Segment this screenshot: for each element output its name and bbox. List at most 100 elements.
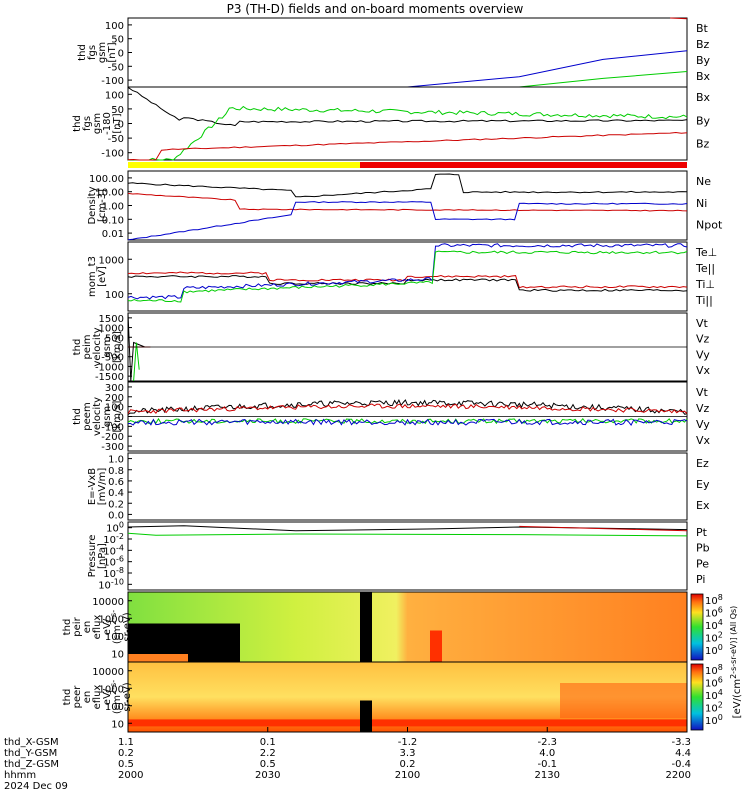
y-label-line: peim [82, 334, 93, 359]
y-tick-label: 0.2 [108, 499, 124, 510]
y-label-line: gsm [102, 336, 113, 357]
x-tick-label: 0.2 [400, 759, 416, 770]
x-tick-label: 2000 [118, 770, 143, 781]
x-tick-label: -3.3 [671, 737, 691, 748]
y-tick-label: 0.4 [108, 488, 124, 499]
legend-vx-label: Vx [696, 434, 711, 447]
y-tick-label: 100.00 [89, 174, 124, 185]
figure-title: P3 (TH-D) fields and on-board moments ov… [227, 2, 524, 16]
trace-ti-perp [127, 243, 688, 300]
trace-ni [127, 173, 688, 198]
x-row-label: thd_Y-GSM [4, 748, 57, 759]
spectrogram-electron-hot [560, 683, 687, 718]
x-tick-label: 0.5 [260, 759, 276, 770]
y-label-line: [km/s] [112, 400, 123, 432]
y-tick-label: 10-4 [103, 543, 124, 557]
y-tick-label: -300 [101, 442, 124, 453]
y-label-line: [km/s] [112, 331, 123, 363]
colorbar-tick-label: 108 [705, 593, 723, 607]
legend-te-label: Te|| [695, 262, 715, 275]
legend-pb-label: Pb [696, 542, 710, 555]
colorbar-tick-label: 108 [705, 663, 723, 677]
legend-vz-label: Vz [696, 333, 710, 346]
legend-bz-label: Bz [696, 38, 710, 51]
y-label-line: eflux [92, 685, 103, 710]
legend-ti-label: Ti⊥ [695, 278, 715, 291]
colorbar-2 [690, 663, 704, 731]
mode-bar-slow-survey [128, 162, 360, 168]
trace-vy [127, 417, 688, 425]
y-tick-label: 1.00 [102, 202, 124, 213]
legend-vy-label: Vy [696, 348, 710, 361]
y-tick-label: 100 [106, 521, 124, 535]
y-tick-label: 10-10 [98, 577, 124, 591]
colorbar-tick-label: 106 [705, 606, 723, 620]
y-tick-label: 0.10 [102, 215, 124, 226]
colorbar-label: [eV/(cm2-s-sr-eV)] (All Qs) [729, 606, 743, 719]
x-tick-label: -1.2 [398, 737, 418, 748]
y-tick-label: 0 [118, 49, 124, 60]
y-label-line: eV/ [102, 688, 113, 705]
y-label-line: Density [87, 186, 98, 224]
panel-4: mom_t3 [eV]1000 100 Te⊥ Te|| Ti⊥ Ti|| [87, 241, 717, 312]
x-tick-label: -2.3 [537, 737, 557, 748]
x-tick-label: 0.1 [260, 737, 276, 748]
legend-bz-label: Bz [696, 138, 710, 151]
colorbar-label-text: [eV/(cm2-s-sr-eV)] (All Qs) [729, 606, 743, 719]
y-label-line: en [82, 691, 93, 704]
panel-frame [127, 241, 688, 312]
y-tick-label: 1500 [99, 314, 124, 325]
colorbar-tick-label: 102 [705, 701, 723, 715]
legend-ex-label: Ex [696, 499, 710, 512]
y-tick-label: 200 [105, 393, 124, 404]
legend-vt-label: Vt [696, 386, 709, 399]
y-tick-label: 10000 [92, 667, 124, 678]
y-tick-label: 10 [111, 649, 124, 660]
colorbar-1 [690, 593, 704, 661]
panel-2: thd fgs gsm -180 [nT] 100 50 0 -50 -100 Bx By Bz [72, 86, 711, 161]
x-tick-label: 0.2 [118, 748, 134, 759]
y-tick-label: -50 [108, 134, 124, 145]
y-tick-label: -100 [101, 422, 124, 433]
y-tick-label: 0.8 [108, 466, 124, 477]
y-tick-label: 50 [111, 105, 124, 116]
legend-vy-label: Vy [696, 418, 710, 431]
spectrogram-ion-band [430, 630, 442, 662]
x-tick-label: 4.4 [675, 748, 691, 759]
y-label-line: [eV] [97, 266, 108, 287]
legend-ez-label: Ez [696, 457, 709, 470]
x-tick-label: 2200 [666, 770, 691, 781]
legend-bx-label: Bx [696, 70, 711, 83]
trace-te-perp [127, 271, 688, 289]
x-tick-label: 2100 [395, 770, 420, 781]
y-tick-label: 10.00 [95, 188, 124, 199]
y-label-line: gsm [92, 113, 103, 134]
colorbar-tick-label: 104 [705, 618, 723, 632]
trace-bz [127, 131, 688, 161]
y-label-line: thd [62, 689, 73, 706]
trace-pb [519, 525, 688, 532]
trace-ti-par [127, 250, 688, 303]
y-tick-label: -1500 [95, 372, 124, 383]
legend-vt-label: Vt [696, 317, 709, 330]
trace-by [127, 105, 688, 161]
colorbar-tick-label: 106 [705, 676, 723, 690]
legend-pe-label: Pe [696, 557, 709, 570]
y-axis-label: Density [cm-3] [87, 186, 108, 224]
spectrogram-ion-low [128, 654, 188, 662]
y-label-line: [cm-3] [97, 189, 108, 222]
legend-ne-label: Ne [696, 175, 711, 188]
x-tick-label: 2.2 [260, 748, 276, 759]
y-label-line: [nT] [112, 113, 123, 133]
x-tick-label: 2030 [255, 770, 280, 781]
y-axis-label: thd peir en eflux eV/(cm2-s-sr-eV) [62, 610, 133, 644]
colorbar-tick-label: 102 [705, 631, 723, 645]
x-row-label: hhmm [4, 770, 36, 781]
y-tick-label: 100 [105, 90, 124, 101]
colorbar-tick-label: 100 [705, 713, 723, 727]
y-tick-label: 0 [118, 120, 124, 131]
legend-ti-label: Ti|| [695, 294, 713, 307]
x-tick-label: -0.1 [537, 759, 557, 770]
x-tick-label: -0.4 [671, 759, 691, 770]
